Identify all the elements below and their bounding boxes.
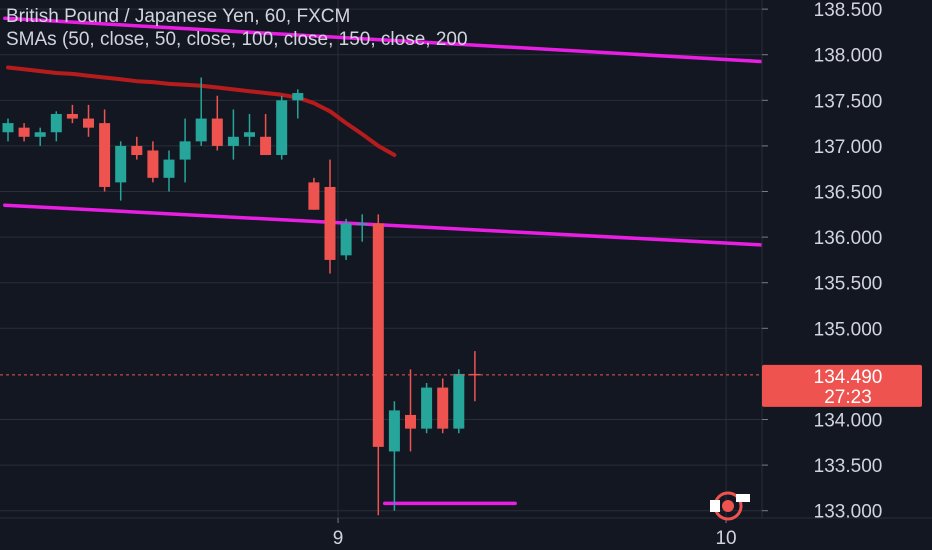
tradingview-logo-icon[interactable] xyxy=(710,491,750,521)
candle-body xyxy=(324,186,336,260)
trendline xyxy=(3,16,772,64)
trendlines xyxy=(3,16,772,506)
candle-body xyxy=(260,136,272,156)
candle-body xyxy=(308,182,320,210)
price-tick-label: 138.000 xyxy=(814,46,883,67)
candle-body xyxy=(405,414,416,429)
candle-body xyxy=(50,113,62,133)
price-tick-label: 138.500 xyxy=(814,0,883,21)
candle-body xyxy=(356,223,368,225)
candle-body xyxy=(18,127,30,137)
price-tick-label: 137.500 xyxy=(814,91,883,112)
symbol-title: British Pound / Japanese Yen, 60, FXCM xyxy=(6,6,351,27)
grid-lines xyxy=(0,0,762,518)
price-tick-label: 136.500 xyxy=(814,183,883,204)
price-tick-label: 134.000 xyxy=(814,411,883,432)
candle-body xyxy=(421,387,433,429)
candle-body xyxy=(453,373,465,429)
candle-body xyxy=(437,387,449,429)
candle-body xyxy=(34,132,46,137)
candle-body xyxy=(99,123,111,187)
bar-countdown: 27:23 xyxy=(824,387,872,408)
price-axis[interactable]: 138.500 138.000 137.500 137.000 136.500 136.0… xyxy=(762,0,882,523)
chart-legend: British Pound / Japanese Yen, 60, FXCM S… xyxy=(6,5,762,51)
candle-body xyxy=(2,123,14,133)
price-axis-background xyxy=(762,0,932,518)
candle-body xyxy=(179,141,191,160)
candle-body xyxy=(131,145,143,156)
candle-body xyxy=(227,136,239,146)
time-tick-label: 10 xyxy=(715,528,736,549)
last-price-tag: 134.490 27:23 xyxy=(762,364,922,408)
price-tick-label: 137.000 xyxy=(814,137,883,158)
price-tick-label: 135.500 xyxy=(814,274,883,295)
time-tick-label: 9 xyxy=(333,528,344,549)
candle-body xyxy=(163,159,175,178)
candle-body xyxy=(195,118,207,142)
price-tick-label: 136.000 xyxy=(814,228,883,249)
trendline xyxy=(3,203,772,248)
candle-body xyxy=(211,118,223,146)
price-tick-label: 133.500 xyxy=(814,456,883,477)
candle-body xyxy=(66,113,78,119)
indicator-legend[interactable]: SMAs (50, close, 50, close, 100, close, … xyxy=(6,29,468,50)
price-tick-label: 135.000 xyxy=(814,319,883,340)
candle-body xyxy=(292,93,304,101)
candle-body xyxy=(276,100,288,156)
candle-body xyxy=(115,145,127,183)
candle-body xyxy=(372,223,384,447)
candle-body xyxy=(388,410,400,452)
candlesticks xyxy=(2,77,481,516)
price-tick-label: 133.000 xyxy=(814,502,883,523)
last-price-value: 134.490 xyxy=(814,367,883,388)
candle-body xyxy=(340,223,352,256)
time-axis-background xyxy=(0,518,932,550)
candle-body xyxy=(83,118,94,128)
candle-body xyxy=(244,132,255,137)
candle-body xyxy=(147,150,159,178)
